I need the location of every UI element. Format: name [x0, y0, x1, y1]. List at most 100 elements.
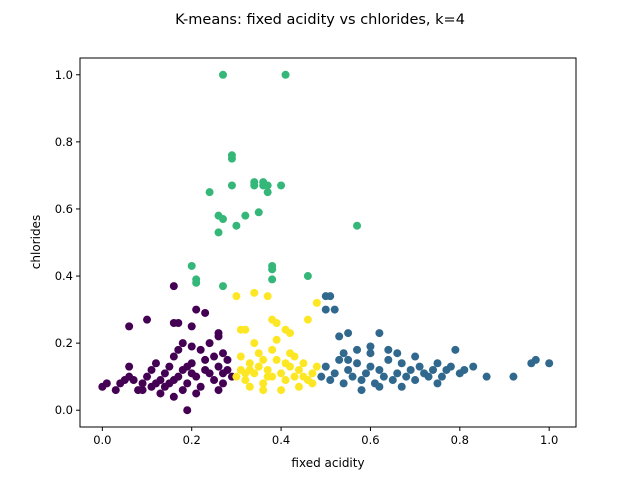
- cluster-0-point: [165, 379, 174, 388]
- cluster-3-point: [299, 372, 308, 381]
- cluster-0-point: [147, 365, 156, 374]
- cluster-3-point: [299, 359, 308, 368]
- chart-title: K-means: fixed acidity vs chlorides, k=4: [175, 12, 465, 28]
- cluster-3-point: [245, 359, 254, 368]
- cluster-1-point: [406, 365, 415, 374]
- cluster-3-point: [272, 335, 281, 344]
- cluster-0-point: [111, 386, 120, 395]
- cluster-1-point: [388, 376, 397, 385]
- cluster-0-point: [169, 352, 178, 361]
- cluster-1-point: [353, 345, 362, 354]
- cluster-1-point: [375, 329, 384, 338]
- cluster-1-point: [397, 382, 406, 391]
- cluster-2-point: [268, 275, 277, 284]
- cluster-0-point: [178, 339, 187, 348]
- cluster-2-point: [218, 215, 227, 224]
- cluster-0-point: [196, 382, 205, 391]
- cluster-2-point: [241, 211, 250, 220]
- cluster-0-point: [218, 349, 227, 358]
- y-axis-label: chlorides: [29, 215, 43, 269]
- cluster-0-point: [183, 362, 192, 371]
- cluster-1-point: [335, 332, 344, 341]
- cluster-1-point: [348, 372, 357, 381]
- cluster-3-point: [263, 365, 272, 374]
- cluster-0-point: [183, 379, 192, 388]
- cluster-3-point: [241, 369, 250, 378]
- cluster-1-point: [433, 359, 442, 368]
- cluster-2-point: [187, 261, 196, 270]
- x-tick-label: 0.4: [272, 433, 290, 447]
- cluster-3-point: [294, 365, 303, 374]
- cluster-0-point: [218, 369, 227, 378]
- cluster-3-point: [245, 382, 254, 391]
- cluster-2-point: [277, 181, 286, 190]
- x-axis-ticks: 0.0 0.2 0.4 0.6 0.8 1.0: [93, 427, 558, 447]
- cluster-1-point: [375, 382, 384, 391]
- cluster-1-point: [330, 369, 339, 378]
- cluster-0-point: [210, 352, 219, 361]
- cluster-1-point: [317, 372, 326, 381]
- cluster-3-point: [259, 355, 268, 364]
- cluster-1-point: [344, 365, 353, 374]
- cluster-1-point: [509, 372, 518, 381]
- cluster-0-point: [201, 365, 210, 374]
- cluster-3-point: [281, 359, 290, 368]
- cluster-0-point: [187, 369, 196, 378]
- cluster-2-point: [268, 261, 277, 270]
- cluster-2-point: [254, 208, 263, 217]
- cluster-1-point: [366, 349, 375, 358]
- cluster-0-point: [125, 362, 134, 371]
- cluster-3-point: [272, 355, 281, 364]
- cluster-1-point: [411, 352, 420, 361]
- cluster-1-point: [357, 386, 366, 395]
- cluster-0-point: [223, 355, 232, 364]
- x-tick-label: 0.6: [361, 433, 379, 447]
- cluster-1-point: [379, 372, 388, 381]
- cluster-3-point: [232, 372, 241, 381]
- cluster-2-point: [205, 188, 214, 197]
- cluster-1-point: [330, 305, 339, 314]
- cluster-2-point: [218, 70, 227, 79]
- cluster-3-point: [263, 372, 272, 381]
- cluster-1-point: [339, 349, 348, 358]
- cluster-3-point: [277, 386, 286, 395]
- cluster-1-point: [339, 379, 348, 388]
- cluster-2-point: [250, 178, 259, 187]
- cluster-1-point: [433, 379, 442, 388]
- y-tick-label: 0.8: [55, 135, 73, 149]
- cluster-1-point: [437, 372, 446, 381]
- cluster-0-point: [116, 379, 125, 388]
- cluster-0-point: [102, 379, 111, 388]
- y-tick-label: 0.6: [55, 202, 73, 216]
- cluster-0-point: [156, 389, 165, 398]
- cluster-3-point: [236, 352, 245, 361]
- cluster-1-point: [415, 362, 424, 371]
- cluster-0-point: [214, 362, 223, 371]
- cluster-1-point: [469, 362, 478, 371]
- cluster-0-point: [151, 359, 160, 368]
- cluster-0-point: [192, 305, 201, 314]
- cluster-1-point: [353, 359, 362, 368]
- cluster-1-point: [451, 345, 460, 354]
- cluster-2-point: [232, 221, 241, 230]
- cluster-2-point: [281, 70, 290, 79]
- cluster-0-point: [143, 372, 152, 381]
- cluster-3-point: [268, 345, 277, 354]
- cluster-0-point: [174, 319, 183, 328]
- cluster-1-point: [397, 359, 406, 368]
- cluster-1-point: [402, 372, 411, 381]
- cluster-1-point: [482, 372, 491, 381]
- cluster-0-point: [174, 345, 183, 354]
- cluster-3-point: [241, 325, 250, 334]
- cluster-0-point: [218, 379, 227, 388]
- cluster-3-point: [254, 362, 263, 371]
- cluster-0-point: [201, 308, 210, 317]
- cluster-0-point: [143, 315, 152, 324]
- x-tick-label: 0.2: [183, 433, 201, 447]
- cluster-1-point: [429, 365, 438, 374]
- cluster-0-point: [201, 355, 210, 364]
- cluster-0-point: [138, 386, 147, 395]
- y-tick-label: 1.0: [55, 68, 73, 82]
- cluster-0-point: [214, 332, 223, 341]
